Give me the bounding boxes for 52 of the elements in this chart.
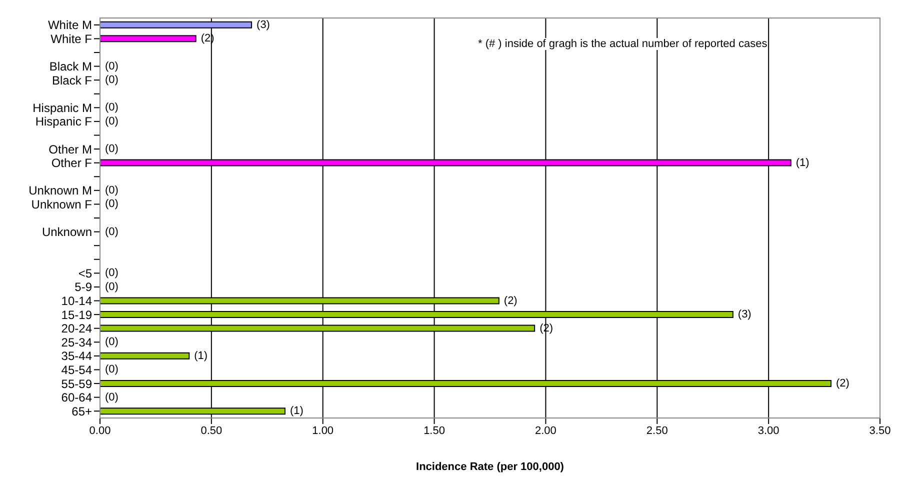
y-tick-label: Unknown	[42, 225, 92, 240]
annotation: (2)	[504, 294, 518, 307]
annotation: (1)	[290, 405, 304, 418]
annotation: (0)	[105, 391, 118, 404]
y-tick-label: 55-59	[61, 376, 92, 391]
x-tick-label: 2.00	[535, 424, 556, 437]
annotation: (0)	[105, 143, 118, 156]
annotation: (0)	[105, 280, 118, 293]
annotation: (0)	[105, 60, 118, 72]
y-tick-label: 60-64	[61, 390, 92, 405]
y-tick-label: Other F	[51, 156, 92, 170]
y-tick-label: 65+	[72, 404, 92, 418]
annotation: (0)	[105, 115, 118, 128]
annotation: (0)	[105, 102, 118, 114]
y-tick-label: 45-54	[61, 362, 92, 377]
annotation: (0)	[105, 74, 118, 86]
y-tick-label: 10-14	[61, 294, 92, 308]
annotation: (0)	[105, 336, 118, 348]
y-tick-label: Other M	[48, 142, 92, 156]
annotation: (0)	[105, 364, 118, 376]
y-tick-label: 35-44	[61, 349, 92, 364]
y-tick-label: Black F	[52, 73, 92, 88]
y-tick-label: 5-9	[74, 280, 92, 294]
y-tick-label: <5	[78, 266, 92, 280]
y-tick-label: Unknown M	[28, 184, 92, 198]
annotation: (0)	[105, 267, 118, 280]
y-tick-label: Hispanic F	[35, 114, 92, 129]
x-tick-label: 0.50	[200, 424, 222, 437]
y-tick-label: 15-19	[61, 308, 92, 322]
annotation: (3)	[256, 18, 270, 31]
annotation: (3)	[738, 308, 752, 321]
x-axis-title: Incidence Rate (per 100,000)	[416, 461, 564, 473]
y-tick-label: White M	[48, 18, 92, 32]
y-tick-label: Hispanic M	[32, 100, 92, 115]
annotation: (1)	[796, 156, 810, 169]
y-tick-label: Unknown F	[31, 197, 92, 212]
y-tick-label: 25-34	[61, 335, 92, 350]
annotation: (2)	[836, 378, 850, 390]
x-tick-label: 3.50	[869, 424, 891, 437]
x-tick-label: 1.00	[312, 424, 334, 437]
x-tick-label: 0.00	[89, 424, 111, 437]
x-tick-label: 3.00	[758, 424, 780, 437]
y-tick-label: 20-24	[61, 322, 92, 336]
y-tick-label: White F	[50, 32, 92, 46]
annotation: (0)	[105, 184, 118, 196]
y-tick-label: Black M	[49, 60, 92, 74]
x-tick-label: 2.50	[646, 424, 668, 437]
annotation: (0)	[105, 198, 118, 210]
annotation: (0)	[105, 226, 118, 238]
x-tick-label: 1.50	[424, 424, 445, 437]
annotation: * (# ) inside of gragh is the actual number of reported cases	[478, 38, 768, 50]
annotation: (1)	[194, 350, 208, 362]
